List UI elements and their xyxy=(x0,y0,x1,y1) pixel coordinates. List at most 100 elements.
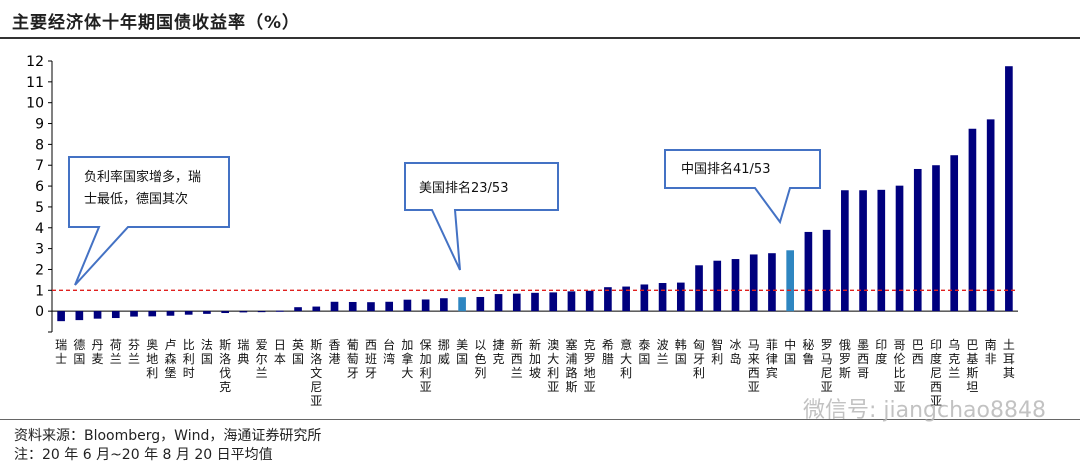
bar-32 xyxy=(640,284,649,312)
source-note: 资料来源：Bloomberg，Wind，海通证券研究所 xyxy=(14,428,322,444)
bar-28 xyxy=(567,291,576,312)
x-tick-label: 德国 xyxy=(73,337,85,366)
bar-7 xyxy=(184,311,193,315)
x-tick-label: 南非 xyxy=(985,337,997,366)
bar-20 xyxy=(421,299,430,312)
x-tick-label: 哥伦比亚 xyxy=(894,338,906,394)
bar-37 xyxy=(731,259,740,312)
callout-layer: 负利率国家增多，瑞士最低，德国其次 美国排名23/53 中国排名41/53 xyxy=(68,149,821,286)
x-tick-label: 波兰 xyxy=(657,338,669,366)
footer-divider xyxy=(0,419,1080,420)
x-tick-label: 巴西 xyxy=(912,338,924,366)
x-tick-label: 台湾 xyxy=(383,337,395,366)
x-tick-label: 瑞士 xyxy=(55,338,67,366)
x-tick-label: 墨西哥 xyxy=(857,338,869,380)
x-tick-label: 丹麦 xyxy=(92,338,104,366)
bar-31 xyxy=(622,286,630,312)
x-tick-label: 英国 xyxy=(292,338,304,366)
x-tick-label: 匈牙利 xyxy=(693,338,705,380)
x-tick-label: 卢森堡 xyxy=(164,337,176,380)
bar-19 xyxy=(403,299,412,312)
y-tick-label: 11 xyxy=(26,75,44,91)
x-tick-label: 塞浦路斯 xyxy=(565,337,577,394)
x-tick-label: 秘鲁 xyxy=(802,338,814,366)
bar-25 xyxy=(512,293,521,312)
x-tick-label: 罗马尼亚 xyxy=(821,338,833,394)
x-tick-label: 乌克兰 xyxy=(948,337,960,380)
bar-18 xyxy=(385,301,394,312)
x-tick-label: 斯洛文尼亚 xyxy=(310,338,322,408)
title-divider xyxy=(0,37,1080,39)
y-tick-label: 2 xyxy=(35,262,44,278)
x-tick-label: 荷兰 xyxy=(110,338,122,366)
y-tick-label: 0 xyxy=(35,304,44,320)
callout-text: 美国排名23/53 xyxy=(419,180,508,196)
bar-series xyxy=(57,66,1013,322)
x-tick-label: 瑞典 xyxy=(237,338,249,366)
bar-26 xyxy=(531,292,539,312)
x-tick-label: 澳大利亚 xyxy=(547,338,559,394)
x-tick-label: 印度 xyxy=(875,338,887,366)
x-tick-label: 香港 xyxy=(329,338,341,366)
bar-33 xyxy=(658,283,667,312)
bar-49 xyxy=(950,155,959,312)
y-tick-label: 6 xyxy=(35,179,44,195)
y-tick-label: 1 xyxy=(35,283,44,299)
bar-16 xyxy=(348,301,357,312)
footnote: 注：20 年 6 月~20 年 8 月 20 日平均值 xyxy=(14,447,273,463)
bar-43 xyxy=(841,190,849,312)
bar-12 xyxy=(276,310,284,312)
bar-30 xyxy=(604,287,612,312)
bar-29 xyxy=(585,290,594,312)
bar-17 xyxy=(367,302,375,312)
bar-24 xyxy=(494,294,503,312)
bar-4 xyxy=(130,311,138,317)
bar-42 xyxy=(822,229,831,312)
y-tick-label: 7 xyxy=(35,158,44,174)
bar-9 xyxy=(221,311,229,314)
x-tick-label: 克罗地亚 xyxy=(584,338,596,394)
x-tick-label: 以色列 xyxy=(474,338,486,380)
x-tick-label: 智利 xyxy=(711,337,723,366)
x-tick-label: 葡萄牙 xyxy=(347,338,359,380)
x-tick-label: 新西兰 xyxy=(511,337,523,380)
bar-5 xyxy=(148,311,157,317)
bar-22 xyxy=(458,297,466,312)
bar-2 xyxy=(93,311,102,319)
bar-0 xyxy=(57,311,65,322)
bar-15 xyxy=(330,301,339,312)
bar-10 xyxy=(239,311,248,313)
x-tick-label: 中国 xyxy=(784,337,796,366)
bar-23 xyxy=(476,296,485,312)
callout-box xyxy=(404,162,559,271)
bar-38 xyxy=(749,254,758,312)
x-tick-label: 日本 xyxy=(274,338,286,366)
x-tick-label: 土耳其 xyxy=(1003,338,1015,380)
y-tick-label: 10 xyxy=(26,96,44,112)
x-tick-label: 美国 xyxy=(456,338,468,366)
y-tick-label: 12 xyxy=(26,54,44,70)
bar-47 xyxy=(913,168,922,312)
y-tick-label: 8 xyxy=(35,137,44,153)
x-tick-label: 比利时 xyxy=(183,338,195,380)
x-tick-label: 奥地利 xyxy=(146,338,158,380)
bar-44 xyxy=(859,190,867,312)
bar-35 xyxy=(695,265,703,312)
callout-box xyxy=(664,149,821,225)
category-labels: 瑞士德国丹麦荷兰芬兰奥地利卢森堡比利时法国斯洛伐克瑞典爱尔兰日本英国斯洛文尼亚香… xyxy=(55,337,1015,408)
bar-13 xyxy=(294,307,302,312)
x-tick-label: 意大利 xyxy=(620,337,632,380)
x-tick-label: 法国 xyxy=(201,338,213,366)
callout-text: 中国排名41/53 xyxy=(681,161,770,177)
x-tick-label: 马来西亚 xyxy=(748,338,760,394)
bar-27 xyxy=(549,292,558,312)
x-tick-label: 加拿大 xyxy=(401,338,413,380)
callout-text: 负利率国家增多，瑞士最低，德国其次 xyxy=(84,169,201,207)
bar-21 xyxy=(440,298,448,312)
bar-14 xyxy=(312,306,321,312)
bar-36 xyxy=(713,260,722,312)
x-tick-label: 保加利亚 xyxy=(420,338,432,394)
bar-51 xyxy=(986,119,995,312)
bar-11 xyxy=(257,311,266,313)
